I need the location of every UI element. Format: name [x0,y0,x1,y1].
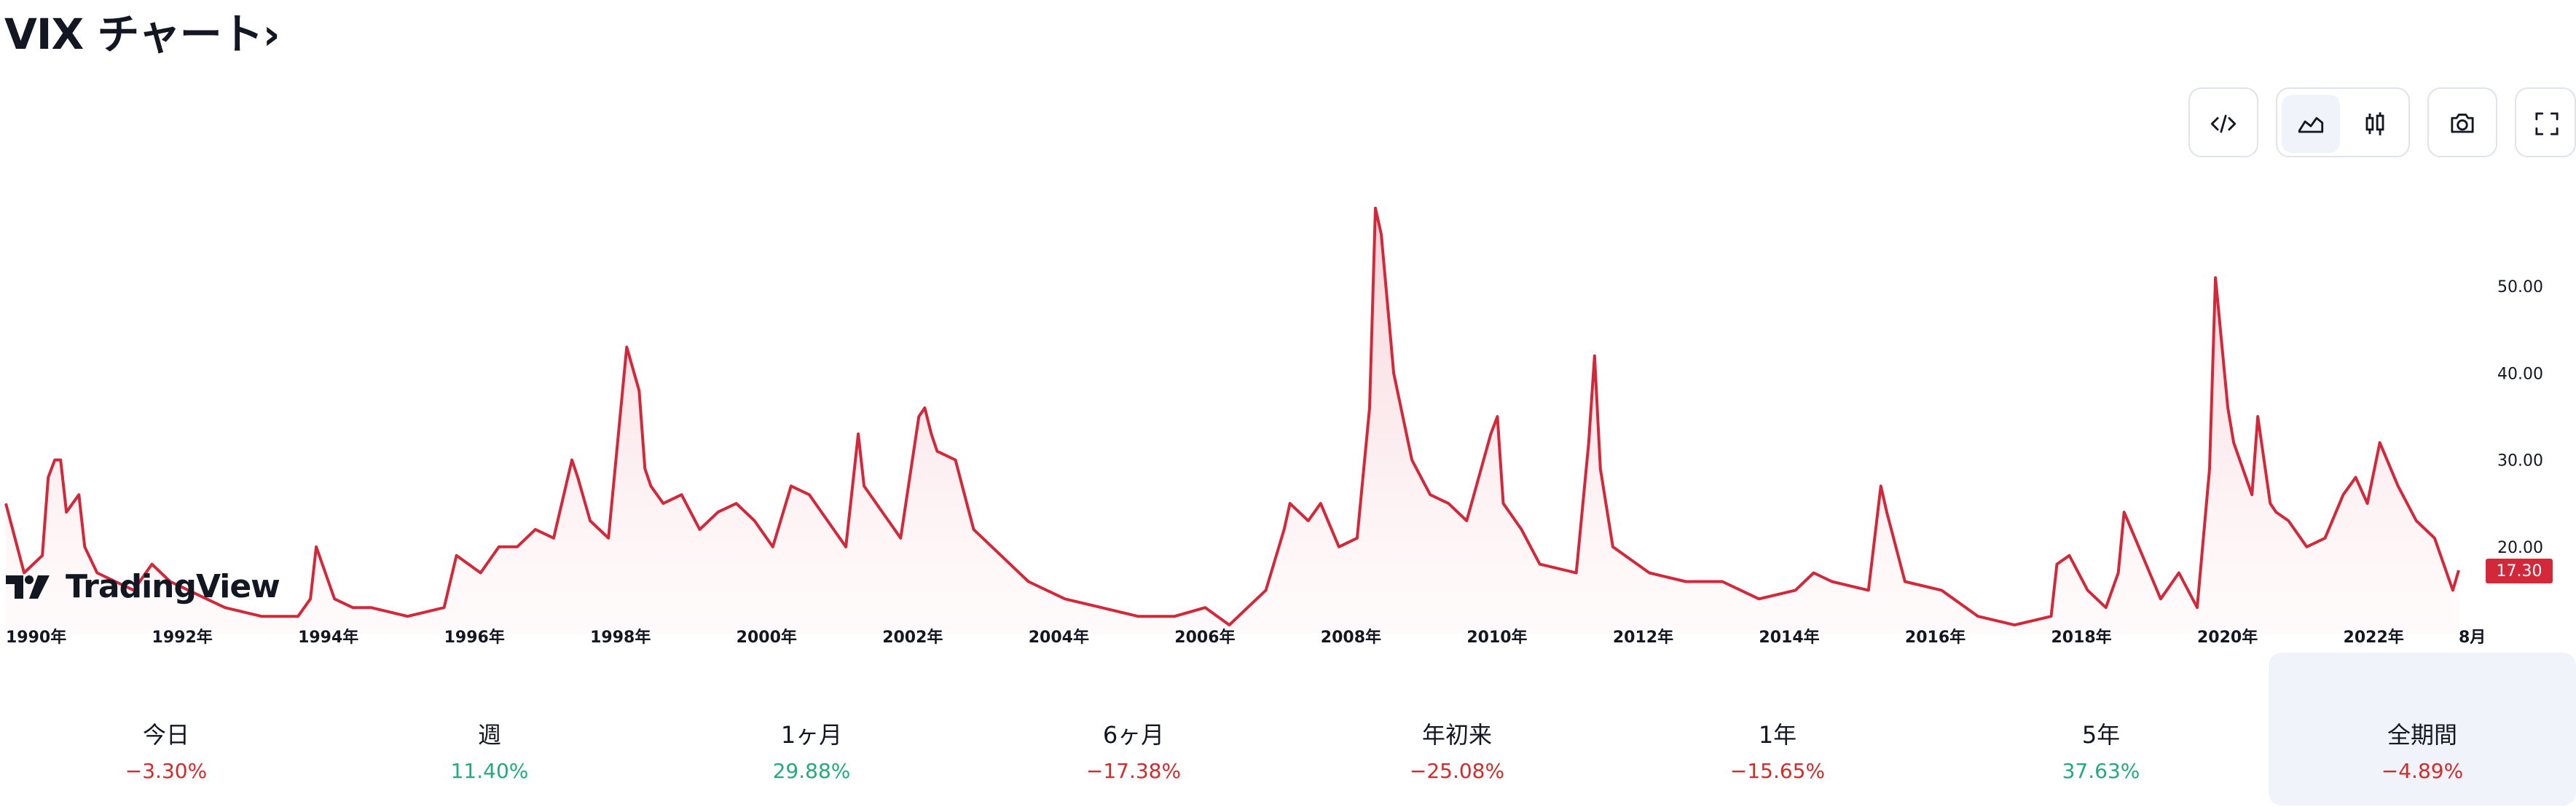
tradingview-watermark: TradingView [6,568,280,605]
x-tick-label: 2006年 [1174,628,1235,647]
x-tick-label: 2008年 [1321,628,1381,647]
period-tab[interactable]: 1年 −15.65% [1632,653,1923,806]
period-change-value: −3.30% [125,759,208,783]
period-change-value: −15.65% [1729,759,1826,783]
embed-code-button[interactable] [2194,95,2253,153]
period-tab[interactable]: 週 11.40% [344,653,635,806]
chart-type-group [2276,87,2410,157]
area-chart-icon [2298,117,2324,133]
snapshot-button[interactable] [2433,95,2491,153]
x-tick-label: 1990年 [6,628,66,647]
tradingview-logo-icon [6,575,50,599]
candlestick-icon [2365,112,2384,135]
camera-icon [2451,114,2474,133]
period-change-value: −17.38% [1085,759,1182,783]
page-title[interactable]: VIX チャート› [4,9,280,59]
candlestick-button[interactable] [2346,95,2404,153]
period-label: 1年 [1758,721,1797,749]
fullscreen-button-group [2515,87,2576,157]
x-tick-label: 2004年 [1029,628,1089,647]
period-change-value: −25.08% [1409,759,1505,783]
last-value-tag [2486,558,2553,583]
x-tick-label: 2000年 [737,628,797,647]
x-tick-label: 2010年 [1466,628,1527,647]
last-value-label: 17.30 [2497,562,2542,580]
period-label: 全期間 [2387,721,2457,749]
x-tick-label: 1992年 [152,628,213,647]
period-change-value: 37.63% [2062,759,2140,783]
period-tab[interactable]: 6ヶ月 −17.38% [988,653,1279,806]
x-tick-label: 2018年 [2051,628,2111,647]
performance-periods: 今日 −3.30% 週 11.40% 1ヶ月 29.88% 6ヶ月 −17.38% 年初来 −25… [0,653,2576,806]
vix-area-chart[interactable]: 50.00 40.00 30.00 20.00 1990年 1992年 1994年 1996… [0,160,2576,656]
period-label: 5年 [2081,721,2121,749]
x-tick-label: 1994年 [298,628,358,647]
code-embed-icon [2210,114,2237,133]
x-tick-label: 2016年 [1905,628,1966,647]
x-tick-label: 8月 [2459,629,2486,647]
snapshot-button-group [2427,87,2497,157]
x-tick-label: 2022年 [2344,628,2404,647]
period-tab[interactable]: 今日 −3.30% [20,653,312,806]
y-tick-label: 50.00 [2497,278,2543,296]
x-tick-label: 2020年 [2197,628,2258,647]
period-label: 週 [477,721,501,749]
x-tick-label: 1996年 [444,628,505,647]
period-label: 今日 [142,721,189,749]
period-change-value: 11.40% [450,759,529,783]
period-label: 1ヶ月 [780,721,843,749]
watermark-text: TradingView [66,568,280,605]
period-label: 年初来 [1421,721,1492,749]
period-tab[interactable]: 全期間 −4.89% [2269,653,2576,806]
y-tick-label: 40.00 [2497,365,2543,383]
period-change-value: 29.88% [772,759,851,783]
x-tick-label: 1998年 [590,628,651,647]
area-chart-button[interactable] [2282,95,2340,153]
period-label: 6ヶ月 [1102,721,1165,749]
x-tick-label: 2014年 [1759,628,1819,647]
period-change-value: −4.89% [2381,759,2464,783]
vix-series-line [4,206,2460,627]
area-fill [6,208,2459,634]
fullscreen-button[interactable] [2518,95,2576,153]
embed-button-group [2188,87,2258,157]
period-tab[interactable]: 5年 37.63% [1955,653,2247,806]
y-tick-label: 30.00 [2497,452,2543,471]
period-tab[interactable]: 年初来 −25.08% [1311,653,1603,806]
fullscreen-icon [2535,112,2559,135]
x-tick-label: 2012年 [1613,628,1673,647]
period-tab[interactable]: 1ヶ月 29.88% [666,653,957,806]
y-tick-label: 20.00 [2497,539,2543,557]
x-tick-label: 2002年 [882,628,943,647]
